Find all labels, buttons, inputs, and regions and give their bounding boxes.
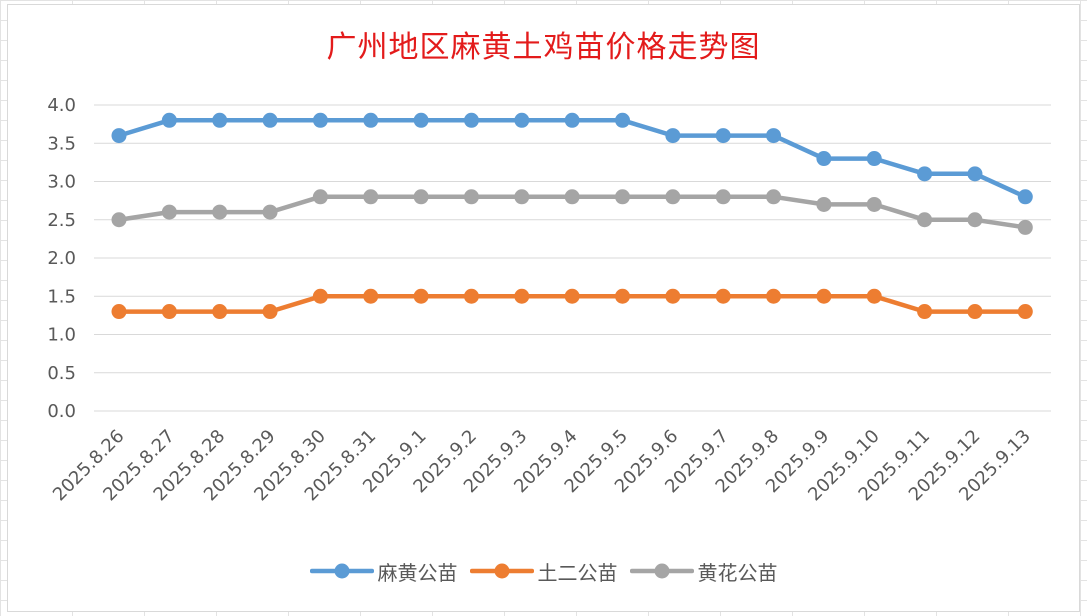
data-point[interactable]: [816, 288, 832, 304]
data-point[interactable]: [866, 151, 882, 167]
data-point[interactable]: [111, 212, 127, 228]
data-point[interactable]: [967, 212, 983, 228]
data-point[interactable]: [715, 128, 731, 144]
legend-swatch: [309, 563, 374, 579]
data-point[interactable]: [816, 151, 832, 167]
legend-label: 土二公苗: [537, 560, 618, 585]
data-point[interactable]: [1017, 219, 1033, 235]
y-axis-ticks: 0.0 0.5 1.0 1.5 2.0 2.5 3.0 3.5 4.0: [47, 95, 76, 422]
data-point[interactable]: [816, 196, 832, 212]
data-point[interactable]: [766, 128, 782, 144]
data-point[interactable]: [564, 189, 580, 205]
legend-item-2[interactable]: 土二公苗: [469, 556, 618, 586]
y-tick-label: 1.0: [47, 325, 76, 346]
data-point[interactable]: [967, 304, 983, 320]
legend-swatch: [469, 563, 534, 579]
data-point[interactable]: [715, 189, 731, 205]
data-point[interactable]: [514, 288, 530, 304]
data-point[interactable]: [615, 288, 630, 304]
data-point[interactable]: [564, 288, 580, 304]
data-point[interactable]: [514, 112, 530, 128]
data-point[interactable]: [715, 288, 731, 304]
data-point[interactable]: [413, 112, 429, 128]
data-point[interactable]: [917, 166, 933, 182]
data-point[interactable]: [917, 212, 933, 228]
y-tick-label: 0.0: [47, 401, 76, 422]
data-point[interactable]: [262, 204, 278, 220]
legend-swatch: [629, 563, 694, 579]
y-tick-label: 4.0: [47, 95, 76, 116]
chart-title[interactable]: 广州地区麻黄土鸡苗价格走势图: [326, 30, 761, 65]
data-point[interactable]: [312, 189, 328, 205]
series-line[interactable]: [116, 118, 1028, 200]
data-point[interactable]: [665, 128, 681, 144]
data-point[interactable]: [514, 189, 530, 205]
data-point[interactable]: [463, 189, 479, 205]
series-3[interactable]: [111, 189, 1033, 235]
data-point[interactable]: [363, 112, 379, 128]
data-point[interactable]: [413, 288, 429, 304]
series-layer: [111, 112, 1033, 320]
data-point[interactable]: [161, 304, 177, 320]
data-point[interactable]: [866, 288, 882, 304]
series-1[interactable]: [111, 112, 1033, 205]
data-point[interactable]: [766, 189, 782, 205]
legend[interactable]: 麻黄公苗 土二公苗 黄花公苗: [0, 556, 1087, 586]
legend-item-1[interactable]: 麻黄公苗: [309, 556, 458, 586]
data-point[interactable]: [615, 112, 630, 128]
data-point[interactable]: [615, 189, 630, 205]
y-tick-label: 1.5: [47, 286, 76, 307]
series-2[interactable]: [111, 288, 1033, 320]
data-point[interactable]: [413, 189, 429, 205]
y-tick-label: 0.5: [47, 363, 76, 384]
data-point[interactable]: [262, 304, 278, 320]
data-point[interactable]: [1017, 304, 1033, 320]
y-tick-label: 2.0: [47, 248, 76, 269]
y-tick-label: 3.0: [47, 172, 76, 193]
data-point[interactable]: [212, 204, 228, 220]
y-tick-label: 2.5: [47, 210, 76, 231]
data-point[interactable]: [363, 189, 379, 205]
data-point[interactable]: [766, 288, 782, 304]
data-point[interactable]: [212, 112, 228, 128]
data-point[interactable]: [665, 189, 681, 205]
legend-label: 黄花公苗: [697, 560, 778, 585]
data-point[interactable]: [312, 288, 328, 304]
data-point[interactable]: [363, 288, 379, 304]
data-point[interactable]: [161, 204, 177, 220]
data-point[interactable]: [917, 304, 933, 320]
data-point[interactable]: [866, 196, 882, 212]
data-point[interactable]: [312, 112, 328, 128]
data-point[interactable]: [463, 112, 479, 128]
gridlines: [94, 104, 1051, 412]
data-point[interactable]: [111, 128, 127, 144]
data-point[interactable]: [262, 112, 278, 128]
y-tick-label: 3.5: [47, 133, 76, 154]
data-point[interactable]: [161, 112, 177, 128]
data-point[interactable]: [111, 304, 127, 320]
legend-label: 麻黄公苗: [377, 560, 458, 585]
data-point[interactable]: [1017, 189, 1033, 205]
x-axis-ticks: 2025.8.262025.8.272025.8.282025.8.292025…: [49, 426, 1035, 506]
data-point[interactable]: [967, 166, 983, 182]
data-point[interactable]: [212, 304, 228, 320]
data-point[interactable]: [665, 288, 681, 304]
data-point[interactable]: [463, 288, 479, 304]
data-point[interactable]: [564, 112, 580, 128]
legend-item-3[interactable]: 黄花公苗: [629, 556, 778, 586]
